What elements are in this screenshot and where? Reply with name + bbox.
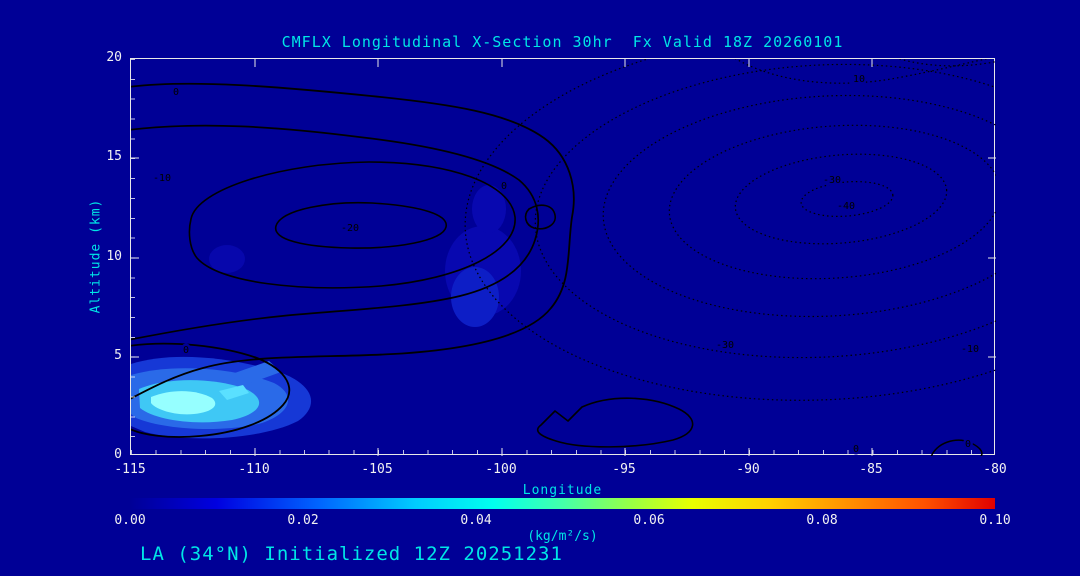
- x-tick-label-115: -115: [114, 462, 146, 477]
- flux-shading: [131, 185, 521, 439]
- solid-contours: [131, 82, 983, 456]
- contour-label: 0: [965, 439, 971, 450]
- plot-canvas: 0 -10 -20 0 -30 -40 -30 10 -10 0 0 0: [131, 59, 996, 456]
- contour-label: 10: [853, 74, 865, 85]
- contour-labels: 0 -10 -20 0 -30 -40 -30 10 -10 0 0 0: [151, 72, 982, 457]
- colorbar-units-label: (kg/m²/s): [527, 529, 598, 544]
- contour-label: 0: [501, 181, 507, 192]
- x-axis-label: Longitude: [522, 483, 603, 498]
- colorbar-tick-0.08: 0.08: [806, 513, 838, 528]
- chart-title: CMFLX Longitudinal X-Section 30hr Fx Val…: [281, 33, 844, 51]
- plot-area: 0 -10 -20 0 -30 -40 -30 10 -10 0 0 0: [130, 58, 996, 456]
- colorbar-tick-0.02: 0.02: [287, 513, 319, 528]
- x-tick-label-100: -100: [485, 462, 517, 477]
- y-tick-label-0: 0: [114, 447, 122, 462]
- x-tick-label-105: -105: [361, 462, 393, 477]
- x-tick-label-80: -80: [983, 462, 1007, 477]
- x-tick-label-95: -95: [612, 462, 636, 477]
- contour-label: -10: [961, 344, 979, 355]
- x-tick-label-90: -90: [736, 462, 760, 477]
- colorbar: [130, 498, 995, 509]
- colorbar-tick-0.00: 0.00: [114, 513, 146, 528]
- contour-label: 0: [853, 444, 859, 455]
- contour-label: -10: [153, 173, 171, 184]
- dashed-contours: [464, 59, 996, 401]
- colorbar-tick-0.04: 0.04: [460, 513, 492, 528]
- contour-label: -20: [341, 223, 359, 234]
- y-tick-label-10: 10: [106, 249, 122, 264]
- y-tick-label-20: 20: [106, 50, 122, 65]
- contour-label: 0: [173, 87, 179, 98]
- colorbar-tick-0.10: 0.10: [979, 513, 1011, 528]
- x-tick-label-110: -110: [238, 462, 270, 477]
- colorbar-tick-0.06: 0.06: [633, 513, 665, 528]
- contour-label: -30: [823, 175, 841, 186]
- contour-label: 0: [183, 345, 189, 356]
- initialization-caption: LA (34°N) Initialized 12Z 20251231: [140, 543, 563, 565]
- contour-label: -30: [716, 340, 734, 351]
- y-tick-label-15: 15: [106, 149, 122, 164]
- y-tick-label-5: 5: [114, 348, 122, 363]
- x-tick-label-85: -85: [859, 462, 883, 477]
- contour-label: -40: [837, 201, 855, 212]
